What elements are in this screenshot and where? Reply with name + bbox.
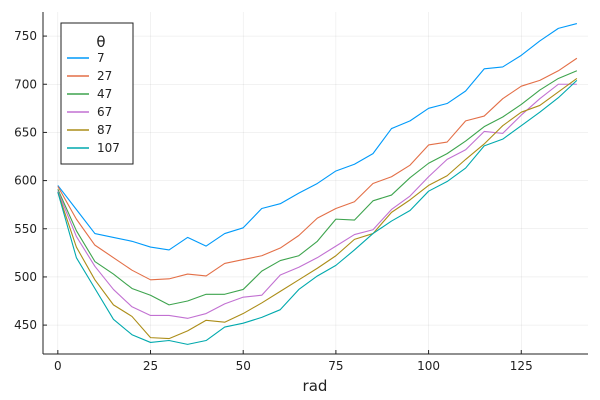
x-tick-label: 125 (510, 359, 533, 373)
legend-label-87: 87 (97, 123, 112, 137)
y-tick-label: 650 (14, 125, 37, 139)
series-line-47 (57, 70, 578, 306)
series-lines (57, 23, 578, 345)
tick-labels: 0 25 50 75 100 125 450 500 550 600 650 700 750 (14, 29, 533, 373)
grid (43, 12, 588, 354)
x-tick-label: 100 (417, 359, 440, 373)
axes (42, 12, 588, 355)
series-line-67 (57, 83, 577, 319)
x-axis-title: rad (303, 377, 328, 395)
series-line-107 (57, 79, 578, 345)
series-line-7 (57, 23, 578, 251)
x-tick-label: 25 (143, 359, 158, 373)
legend-label-27: 27 (97, 69, 112, 83)
y-tick-label: 500 (14, 270, 37, 284)
legend-label-67: 67 (97, 105, 112, 119)
legend-label-7: 7 (97, 51, 105, 65)
legend-title: θ (96, 33, 105, 51)
y-tick-label: 550 (14, 222, 37, 236)
x-tick-label: 0 (54, 359, 62, 373)
y-tick-label: 600 (14, 174, 37, 188)
x-tick-label: 50 (236, 359, 251, 373)
legend: θ 7 27 47 67 87 107 (60, 22, 134, 165)
x-tick-label: 75 (328, 359, 343, 373)
y-tick-label: 450 (14, 318, 37, 332)
legend-label-107: 107 (97, 141, 120, 155)
y-tick-label: 700 (14, 77, 37, 91)
y-tick-label: 750 (14, 29, 37, 43)
series-line-87 (57, 78, 578, 340)
series-line-27 (57, 57, 578, 281)
legend-label-47: 47 (97, 87, 112, 101)
